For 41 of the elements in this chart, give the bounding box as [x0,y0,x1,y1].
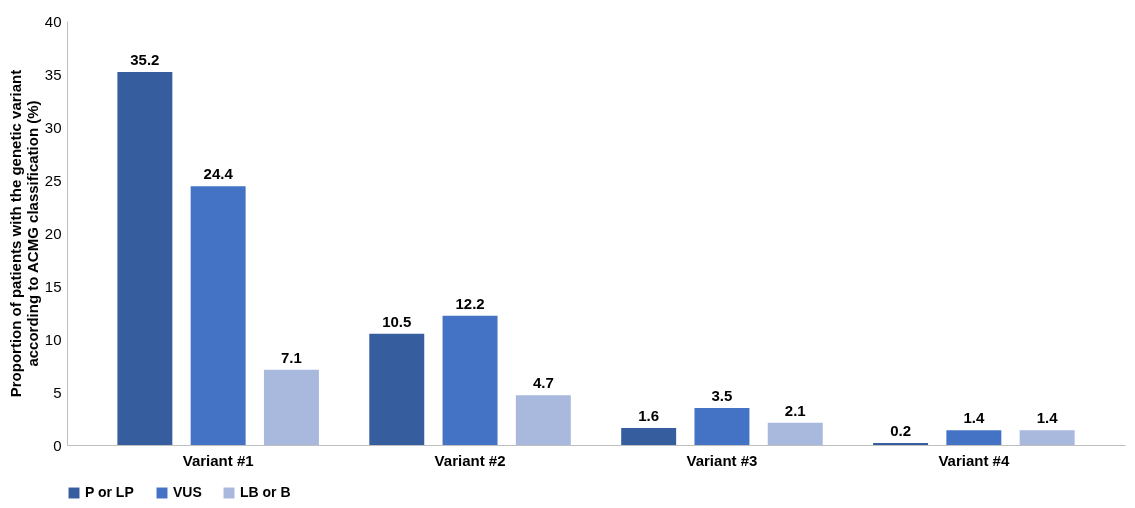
data-label: 10.5 [382,312,412,330]
bar [946,430,1002,445]
y-tick-label: 40 [44,12,62,30]
data-label: 1.4 [963,409,985,427]
x-tick-label: Variant #4 [938,451,1010,469]
data-label: 4.7 [532,374,554,392]
y-tick-label: 15 [44,277,62,295]
y-axis-title: Proportion of patients with the genetic variant according to ACMG classification (%) [6,69,41,398]
legend-label: LB or B [240,484,291,500]
data-label: 2.1 [784,401,806,419]
bar [694,407,750,445]
data-label: 24.4 [203,165,234,183]
bar [515,395,571,445]
data-label: 1.4 [1036,409,1059,427]
x-tick-label: Variant #2 [434,451,506,469]
y-tick-label: 20 [44,224,62,242]
bar [117,71,173,445]
data-label: 35.2 [130,50,160,68]
x-tick-label: Variant #1 [182,451,254,469]
data-label: 7.1 [280,348,302,366]
y-tick-label: 25 [44,171,62,189]
y-tick-label: 35 [44,65,62,83]
y-tick-label: 5 [53,383,62,401]
data-label: 1.6 [638,407,660,425]
legend-label: VUS [173,484,202,500]
y-tick-label: 10 [44,330,62,348]
bar [873,442,929,445]
bar [767,422,823,445]
legend-label: P or LP [85,484,134,500]
bar [1019,430,1075,445]
bar [369,333,425,445]
data-label: 12.2 [455,294,485,312]
bar [190,186,246,445]
x-tick-label: Variant #3 [686,451,758,469]
bar [263,369,319,445]
bar [442,315,498,445]
y-tick-label: 0 [53,436,62,454]
data-label: 0.2 [890,421,912,439]
y-tick-label: 30 [44,118,62,136]
bar [621,428,677,445]
data-label: 3.5 [711,386,733,404]
